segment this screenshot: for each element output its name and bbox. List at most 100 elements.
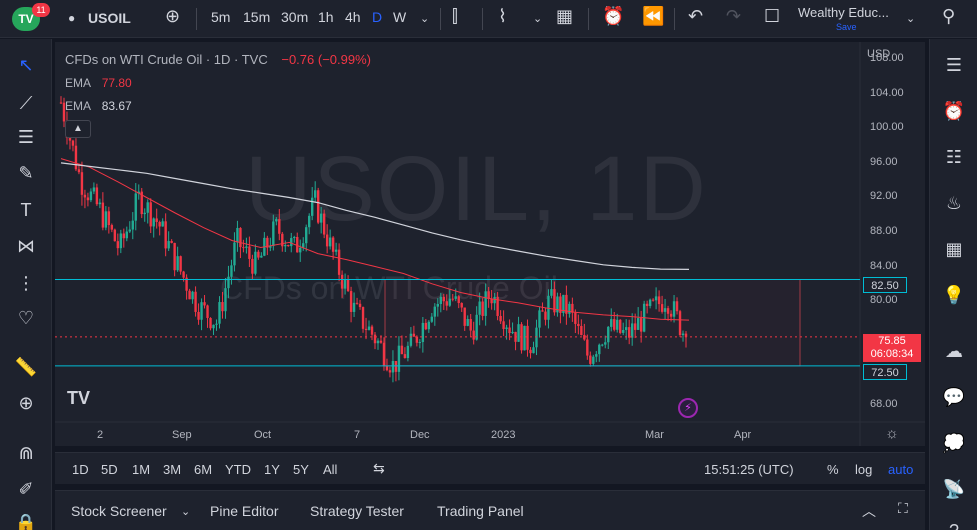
candle-body	[625, 327, 628, 330]
magnet-icon[interactable]: ⋒	[18, 442, 34, 463]
timeframe-4h[interactable]: 4h	[345, 9, 361, 25]
screener-dropdown-icon[interactable]: ⌄	[181, 506, 191, 518]
percent-scale-toggle[interactable]: %	[827, 462, 839, 477]
save-label[interactable]: Save	[836, 22, 857, 32]
candle-body	[62, 102, 66, 122]
tradingview-logo[interactable]: TV	[67, 388, 91, 408]
collapse-panel-icon[interactable]: ︿	[862, 503, 876, 519]
ema-row-fast[interactable]: EMA 77.80	[65, 76, 132, 90]
help-icon[interactable]: ?	[940, 517, 968, 530]
lock-drawing-icon[interactable]: ✐	[18, 478, 34, 499]
timeframe-dropdown-icon[interactable]: ⌄	[420, 13, 430, 25]
podcast-icon[interactable]: 📡	[942, 478, 966, 499]
ideas-bulb-icon[interactable]: 💡	[942, 284, 966, 305]
utc-clock[interactable]: 15:51:25 (UTC)	[704, 462, 794, 477]
currency-label[interactable]: USD	[867, 48, 891, 60]
alerts-clock-icon[interactable]: ⏰	[942, 100, 966, 121]
maximize-panel-icon[interactable]: ⛶	[898, 500, 908, 516]
templates-grid-icon[interactable]: ▦	[556, 6, 574, 26]
replay-icon[interactable]: ⏪	[642, 6, 665, 26]
candle-body	[654, 296, 658, 301]
tab-pine-editor[interactable]: Pine Editor	[210, 503, 279, 519]
candle-body	[367, 326, 371, 330]
timeframe-5m[interactable]: 5m	[211, 9, 231, 25]
symbol-search-button[interactable]: USOIL	[88, 10, 131, 26]
text-icon[interactable]: T	[20, 199, 32, 220]
brush-icon[interactable]: ✎	[18, 162, 34, 183]
price-tick-label: 104.00	[870, 86, 904, 99]
auto-scale-toggle[interactable]: auto	[888, 462, 914, 477]
separator	[440, 8, 441, 30]
tab-strategy-tester[interactable]: Strategy Tester	[310, 503, 404, 519]
range-1m[interactable]: 1M	[132, 462, 151, 477]
range-1d[interactable]: 1D	[72, 462, 89, 477]
candle-body	[436, 303, 439, 307]
trend-line-icon[interactable]: ⟋	[19, 92, 33, 113]
range-1y[interactable]: 1Y	[264, 462, 280, 477]
collapse-legend-icon[interactable]: ▲	[65, 120, 91, 138]
layout-dropdown-icon[interactable]: ⌄	[906, 13, 916, 25]
prediction-icon[interactable]: ⋮	[17, 272, 35, 293]
indicators-icon[interactable]: ⌇	[498, 6, 507, 26]
candle-body	[80, 172, 84, 195]
tab-trading-panel[interactable]: Trading Panel	[437, 503, 524, 519]
compare-add-icon[interactable]: ⊕	[165, 6, 181, 26]
log-scale-toggle[interactable]: log	[855, 462, 873, 477]
lock-icon[interactable]: 🔒	[14, 512, 38, 530]
chat-icon[interactable]: 💬	[942, 386, 966, 407]
candle-body	[313, 190, 317, 198]
range-5d[interactable]: 5D	[101, 462, 118, 477]
layout-name[interactable]: Wealthy Educ...	[798, 5, 889, 20]
calendar-icon[interactable]: ▦	[945, 238, 963, 259]
pattern-icon[interactable]: ⋈	[17, 235, 35, 256]
alert-icon[interactable]: ⏰	[602, 6, 625, 26]
fib-retracement-icon[interactable]: ☰	[17, 126, 35, 147]
range-5y[interactable]: 5Y	[293, 462, 309, 477]
candles-chart-type-icon[interactable]: ⫿	[452, 6, 458, 26]
chart-settings-icon[interactable]: ☼	[885, 425, 899, 442]
candle-body	[152, 218, 155, 227]
separator	[674, 8, 675, 30]
candle-body	[669, 313, 673, 317]
timeframe-d[interactable]: D	[372, 9, 383, 25]
range-ytd[interactable]: YTD	[225, 462, 251, 477]
hotlists-fire-icon[interactable]: ♨	[945, 192, 963, 213]
candle-body	[454, 296, 457, 299]
candle-body	[197, 311, 200, 320]
candle-body	[83, 194, 87, 198]
streams-icon[interactable]: ☁	[945, 340, 963, 361]
data-window-icon[interactable]: ☷	[945, 146, 963, 167]
price-chart[interactable]	[55, 42, 925, 446]
search-icon[interactable]: ⚲	[942, 6, 956, 26]
favorites-heart-icon[interactable]: ♡	[17, 307, 35, 328]
ema-row-slow[interactable]: EMA 83.67	[65, 99, 132, 113]
range-all[interactable]: All	[323, 462, 338, 477]
range-3m[interactable]: 3M	[163, 462, 182, 477]
timeframe-30m[interactable]: 30m	[281, 9, 309, 25]
price-tick-label: 68.00	[870, 397, 898, 410]
candle-body	[657, 296, 661, 305]
candle-body	[610, 319, 613, 327]
timeframe-15m[interactable]: 15m	[243, 9, 271, 25]
candle-body	[675, 301, 679, 312]
zoom-in-icon[interactable]: ⊕	[18, 392, 34, 413]
price-tick-label: 92.00	[870, 190, 898, 203]
cursor-icon[interactable]: ↖	[18, 54, 34, 75]
fullscreen-window-icon[interactable]: ☐	[764, 6, 781, 26]
candle-body	[511, 331, 514, 334]
chart-pane[interactable]: USOIL, 1D CFDs on WTI Crude Oil CFDs on …	[55, 42, 925, 446]
candle-body	[469, 318, 472, 331]
tab-stock-screener[interactable]: Stock Screener	[71, 503, 167, 519]
date-range-picker-icon[interactable]: ⇆	[373, 460, 385, 476]
undo-icon[interactable]: ↶	[688, 6, 704, 26]
range-6m[interactable]: 6M	[194, 462, 213, 477]
timeframe-1h[interactable]: 1h	[318, 9, 334, 25]
timeframe-w[interactable]: W	[393, 9, 407, 25]
watchlist-icon[interactable]: ☰	[945, 54, 963, 75]
chats-icon[interactable]: 💭	[942, 432, 966, 453]
flash-icon[interactable]: ⚡	[678, 398, 698, 418]
ruler-icon[interactable]: 📏	[14, 356, 38, 377]
redo-icon[interactable]: ↷	[726, 6, 742, 26]
legend-change: −0.76 (−0.99%)	[281, 52, 371, 67]
indicators-dropdown-icon[interactable]: ⌄	[533, 13, 543, 25]
